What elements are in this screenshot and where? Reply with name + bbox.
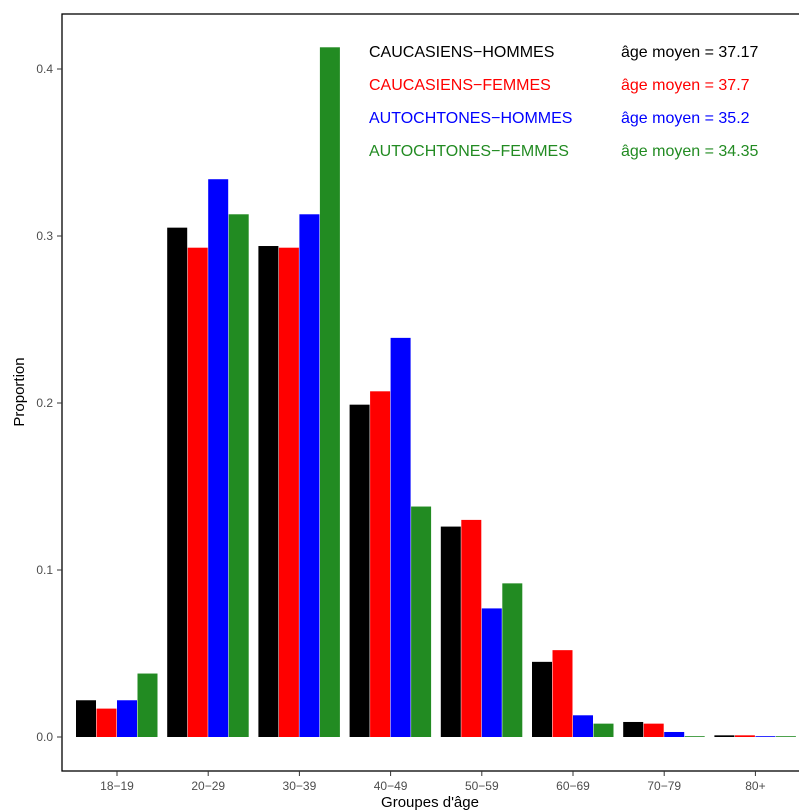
bar-1-4: [349, 404, 370, 737]
x-tick-label: 80+: [745, 779, 765, 793]
y-axis: 0.0 0.1 0.2 0.3 0.4: [36, 62, 62, 744]
x-tick-label: 70−79: [647, 779, 681, 793]
bar-2-8: [734, 735, 755, 737]
legend-series-name: AUTOCHTONES−HOMMES: [369, 110, 572, 127]
bar-1-7: [623, 721, 644, 737]
y-tick-label: 0.0: [36, 730, 53, 744]
x-tick-label: 40−49: [374, 779, 408, 793]
bar-3-3: [299, 214, 320, 738]
legend-series-name: AUTOCHTONES−FEMMES: [369, 143, 569, 160]
bar-2-6: [552, 650, 573, 737]
bar-4-3: [319, 47, 340, 738]
y-tick-label: 0.3: [36, 229, 53, 243]
bar-4-4: [411, 506, 432, 737]
bar-4-2: [228, 214, 249, 738]
bar-4-8: [775, 736, 796, 737]
bar-4-1: [137, 673, 158, 737]
bar-1-3: [258, 246, 279, 737]
bar-3-5: [481, 608, 502, 737]
bar-2-5: [461, 519, 482, 737]
bar-2-7: [643, 723, 664, 737]
bar-1-5: [440, 526, 461, 737]
x-axis: 18−19 20−29 30−39 40−49 50−59 60−69 70−79 80+: [100, 771, 766, 793]
y-tick-label: 0.2: [36, 396, 53, 410]
y-tick-label: 0.4: [36, 62, 53, 76]
legend-mean-age: âge moyen = 34.35: [621, 143, 759, 160]
x-tick-label: 30−39: [283, 779, 317, 793]
x-tick-label: 20−29: [191, 779, 225, 793]
bar-3-2: [208, 179, 229, 738]
bar-1-2: [167, 227, 188, 737]
bar-4-5: [502, 583, 523, 737]
x-tick-label: 18−19: [100, 779, 134, 793]
bar-3-4: [390, 337, 411, 737]
bar-2-3: [278, 247, 299, 737]
x-tick-label: 50−59: [465, 779, 499, 793]
legend-series-name: CAUCASIENS−FEMMES: [369, 77, 551, 94]
bar-1-8: [714, 735, 735, 737]
legend-series-name: CAUCASIENS−HOMMES: [369, 44, 554, 61]
y-tick-label: 0.1: [36, 563, 53, 577]
y-axis-title: Proportion: [11, 357, 28, 426]
legend-mean-age: âge moyen = 37.7: [621, 77, 750, 94]
bar-3-8: [755, 736, 776, 737]
bar-4-6: [593, 723, 614, 737]
legend-mean-age: âge moyen = 37.17: [621, 44, 759, 61]
bar-2-1: [96, 708, 117, 737]
bar-1-6: [532, 661, 552, 737]
x-tick-label: 60−69: [556, 779, 590, 793]
bar-3-1: [117, 700, 137, 737]
bar-2-2: [187, 247, 208, 737]
bar-1-1: [76, 700, 96, 737]
bar-2-4: [370, 391, 391, 737]
x-axis-title: Groupes d'âge: [381, 794, 479, 811]
bar-3-7: [664, 731, 685, 737]
bar-3-6: [573, 715, 593, 737]
plot-frame: [61, 13, 799, 772]
legend: CAUCASIENS−HOMMES âge moyen = 37.17 CAUCAS…: [369, 44, 759, 160]
bars-layer: [76, 47, 796, 738]
bar-4-7: [684, 736, 705, 737]
legend-mean-age: âge moyen = 35.2: [621, 110, 750, 127]
